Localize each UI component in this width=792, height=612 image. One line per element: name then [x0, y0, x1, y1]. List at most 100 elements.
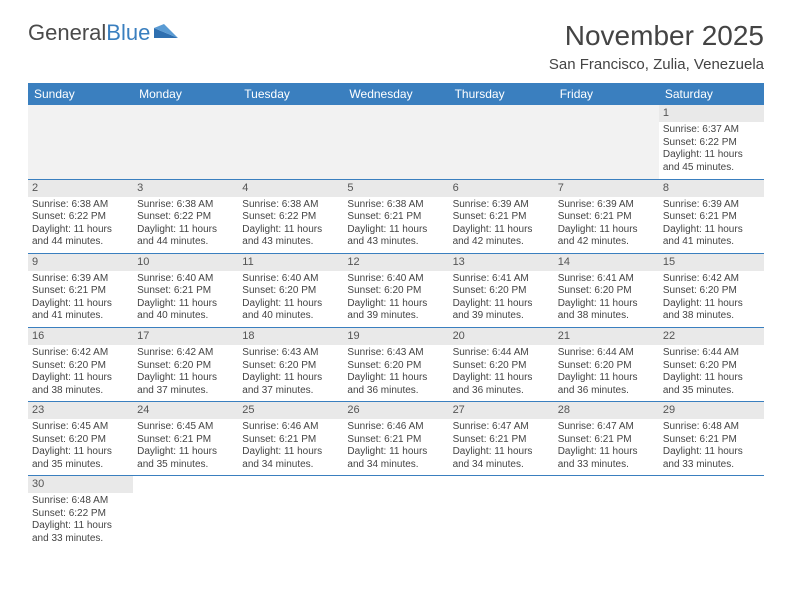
- calendar-day-cell: 3Sunrise: 6:38 AMSunset: 6:22 PMDaylight…: [133, 179, 238, 253]
- title-block: November 2025 San Francisco, Zulia, Vene…: [549, 20, 764, 73]
- sunset-line: Sunset: 6:20 PM: [663, 285, 760, 298]
- calendar-day-cell: 15Sunrise: 6:42 AMSunset: 6:20 PMDayligh…: [659, 253, 764, 327]
- calendar-day-cell: 25Sunrise: 6:46 AMSunset: 6:21 PMDayligh…: [238, 402, 343, 476]
- day-number: 17: [133, 328, 238, 345]
- sunrise-line: Sunrise: 6:48 AM: [663, 421, 760, 434]
- calendar-empty-cell: [238, 105, 343, 179]
- sunrise-line: Sunrise: 6:46 AM: [347, 421, 444, 434]
- sunset-line: Sunset: 6:20 PM: [137, 360, 234, 373]
- sunrise-line: Sunrise: 6:44 AM: [663, 347, 760, 360]
- day-number: 24: [133, 402, 238, 419]
- day-number: 27: [449, 402, 554, 419]
- calendar-day-cell: 10Sunrise: 6:40 AMSunset: 6:21 PMDayligh…: [133, 253, 238, 327]
- day-content: Sunrise: 6:38 AMSunset: 6:22 PMDaylight:…: [238, 197, 343, 253]
- day-number: 29: [659, 402, 764, 419]
- sunrise-line: Sunrise: 6:39 AM: [663, 199, 760, 212]
- sunset-line: Sunset: 6:21 PM: [347, 434, 444, 447]
- calendar-header-cell: Friday: [554, 83, 659, 105]
- sunrise-line: Sunrise: 6:44 AM: [453, 347, 550, 360]
- sunrise-line: Sunrise: 6:39 AM: [558, 199, 655, 212]
- sunrise-line: Sunrise: 6:40 AM: [347, 273, 444, 286]
- sunset-line: Sunset: 6:22 PM: [32, 211, 129, 224]
- calendar-header-row: SundayMondayTuesdayWednesdayThursdayFrid…: [28, 83, 764, 105]
- daylight-line: Daylight: 11 hours and 39 minutes.: [347, 298, 444, 323]
- calendar-day-cell: 5Sunrise: 6:38 AMSunset: 6:21 PMDaylight…: [343, 179, 448, 253]
- calendar-day-cell: 28Sunrise: 6:47 AMSunset: 6:21 PMDayligh…: [554, 402, 659, 476]
- day-number: 11: [238, 254, 343, 271]
- day-number: 25: [238, 402, 343, 419]
- calendar-day-cell: 22Sunrise: 6:44 AMSunset: 6:20 PMDayligh…: [659, 327, 764, 401]
- day-number: 23: [28, 402, 133, 419]
- calendar-empty-cell: [449, 476, 554, 550]
- daylight-line: Daylight: 11 hours and 44 minutes.: [32, 224, 129, 249]
- sunset-line: Sunset: 6:20 PM: [347, 285, 444, 298]
- sunset-line: Sunset: 6:21 PM: [453, 211, 550, 224]
- daylight-line: Daylight: 11 hours and 42 minutes.: [558, 224, 655, 249]
- calendar-day-cell: 14Sunrise: 6:41 AMSunset: 6:20 PMDayligh…: [554, 253, 659, 327]
- calendar-day-cell: 20Sunrise: 6:44 AMSunset: 6:20 PMDayligh…: [449, 327, 554, 401]
- day-content: Sunrise: 6:40 AMSunset: 6:20 PMDaylight:…: [238, 271, 343, 327]
- sunrise-line: Sunrise: 6:38 AM: [242, 199, 339, 212]
- calendar-empty-cell: [238, 476, 343, 550]
- daylight-line: Daylight: 11 hours and 37 minutes.: [137, 372, 234, 397]
- sunset-line: Sunset: 6:21 PM: [663, 211, 760, 224]
- calendar-day-cell: 27Sunrise: 6:47 AMSunset: 6:21 PMDayligh…: [449, 402, 554, 476]
- day-number: 30: [28, 476, 133, 493]
- sunrise-line: Sunrise: 6:41 AM: [453, 273, 550, 286]
- daylight-line: Daylight: 11 hours and 38 minutes.: [558, 298, 655, 323]
- calendar-empty-cell: [133, 105, 238, 179]
- daylight-line: Daylight: 11 hours and 41 minutes.: [32, 298, 129, 323]
- sunrise-line: Sunrise: 6:43 AM: [347, 347, 444, 360]
- day-number: 9: [28, 254, 133, 271]
- daylight-line: Daylight: 11 hours and 36 minutes.: [347, 372, 444, 397]
- logo-text-blue: Blue: [106, 20, 150, 46]
- sunset-line: Sunset: 6:22 PM: [137, 211, 234, 224]
- day-number: 13: [449, 254, 554, 271]
- sunset-line: Sunset: 6:20 PM: [453, 285, 550, 298]
- calendar-day-cell: 19Sunrise: 6:43 AMSunset: 6:20 PMDayligh…: [343, 327, 448, 401]
- sunset-line: Sunset: 6:20 PM: [242, 360, 339, 373]
- day-number: 6: [449, 180, 554, 197]
- sunrise-line: Sunrise: 6:43 AM: [242, 347, 339, 360]
- sunrise-line: Sunrise: 6:46 AM: [242, 421, 339, 434]
- page: GeneralBlue November 2025 San Francisco,…: [0, 0, 792, 570]
- day-content: Sunrise: 6:44 AMSunset: 6:20 PMDaylight:…: [449, 345, 554, 401]
- day-content: Sunrise: 6:39 AMSunset: 6:21 PMDaylight:…: [28, 271, 133, 327]
- calendar-day-cell: 2Sunrise: 6:38 AMSunset: 6:22 PMDaylight…: [28, 179, 133, 253]
- logo-text-general: General: [28, 20, 106, 46]
- sunset-line: Sunset: 6:21 PM: [558, 434, 655, 447]
- sunset-line: Sunset: 6:20 PM: [558, 360, 655, 373]
- calendar-header-cell: Thursday: [449, 83, 554, 105]
- calendar-empty-cell: [554, 105, 659, 179]
- day-content: Sunrise: 6:38 AMSunset: 6:22 PMDaylight:…: [133, 197, 238, 253]
- sunrise-line: Sunrise: 6:38 AM: [347, 199, 444, 212]
- calendar-header-cell: Sunday: [28, 83, 133, 105]
- daylight-line: Daylight: 11 hours and 40 minutes.: [242, 298, 339, 323]
- sunrise-line: Sunrise: 6:37 AM: [663, 124, 760, 137]
- sunset-line: Sunset: 6:20 PM: [32, 360, 129, 373]
- day-number: 19: [343, 328, 448, 345]
- sunrise-line: Sunrise: 6:47 AM: [453, 421, 550, 434]
- sunset-line: Sunset: 6:21 PM: [32, 285, 129, 298]
- day-content: Sunrise: 6:37 AMSunset: 6:22 PMDaylight:…: [659, 122, 764, 178]
- sunset-line: Sunset: 6:21 PM: [558, 211, 655, 224]
- daylight-line: Daylight: 11 hours and 35 minutes.: [32, 446, 129, 471]
- calendar-empty-cell: [133, 476, 238, 550]
- calendar-day-cell: 13Sunrise: 6:41 AMSunset: 6:20 PMDayligh…: [449, 253, 554, 327]
- day-number: 14: [554, 254, 659, 271]
- day-content: Sunrise: 6:38 AMSunset: 6:21 PMDaylight:…: [343, 197, 448, 253]
- sunrise-line: Sunrise: 6:40 AM: [242, 273, 339, 286]
- day-number: 22: [659, 328, 764, 345]
- calendar-day-cell: 16Sunrise: 6:42 AMSunset: 6:20 PMDayligh…: [28, 327, 133, 401]
- day-number: 20: [449, 328, 554, 345]
- daylight-line: Daylight: 11 hours and 42 minutes.: [453, 224, 550, 249]
- day-number: 28: [554, 402, 659, 419]
- sunrise-line: Sunrise: 6:39 AM: [32, 273, 129, 286]
- day-content: Sunrise: 6:47 AMSunset: 6:21 PMDaylight:…: [449, 419, 554, 475]
- sunrise-line: Sunrise: 6:45 AM: [137, 421, 234, 434]
- daylight-line: Daylight: 11 hours and 35 minutes.: [137, 446, 234, 471]
- daylight-line: Daylight: 11 hours and 40 minutes.: [137, 298, 234, 323]
- calendar-day-cell: 24Sunrise: 6:45 AMSunset: 6:21 PMDayligh…: [133, 402, 238, 476]
- day-content: Sunrise: 6:48 AMSunset: 6:21 PMDaylight:…: [659, 419, 764, 475]
- calendar-empty-cell: [28, 105, 133, 179]
